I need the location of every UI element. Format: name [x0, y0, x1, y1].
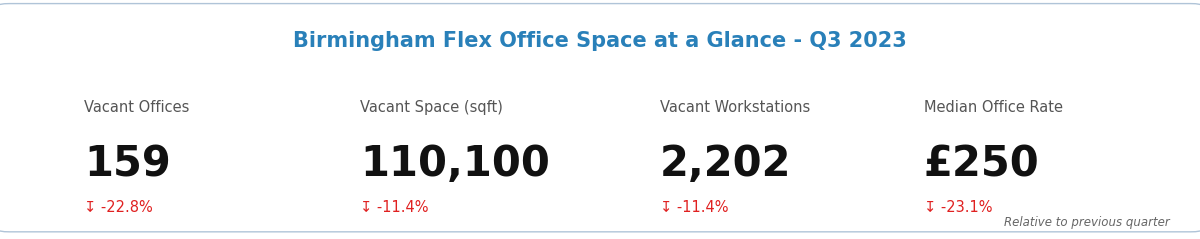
Text: ↧ -11.4%: ↧ -11.4% [660, 200, 728, 215]
Text: Median Office Rate: Median Office Rate [924, 100, 1063, 115]
Text: ↧ -11.4%: ↧ -11.4% [360, 200, 428, 215]
Text: Vacant Space (sqft): Vacant Space (sqft) [360, 100, 503, 115]
Text: Vacant Offices: Vacant Offices [84, 100, 190, 115]
Text: ↧ -23.1%: ↧ -23.1% [924, 200, 992, 215]
Text: 110,100: 110,100 [360, 143, 550, 185]
Text: £250: £250 [924, 143, 1039, 185]
Text: Relative to previous quarter: Relative to previous quarter [1004, 217, 1170, 229]
Text: Vacant Workstations: Vacant Workstations [660, 100, 810, 115]
Text: 2,202: 2,202 [660, 143, 792, 185]
Text: Birmingham Flex Office Space at a Glance - Q3 2023: Birmingham Flex Office Space at a Glance… [293, 31, 907, 51]
FancyBboxPatch shape [0, 4, 1200, 232]
Text: ↧ -22.8%: ↧ -22.8% [84, 200, 152, 215]
Text: 159: 159 [84, 143, 170, 185]
